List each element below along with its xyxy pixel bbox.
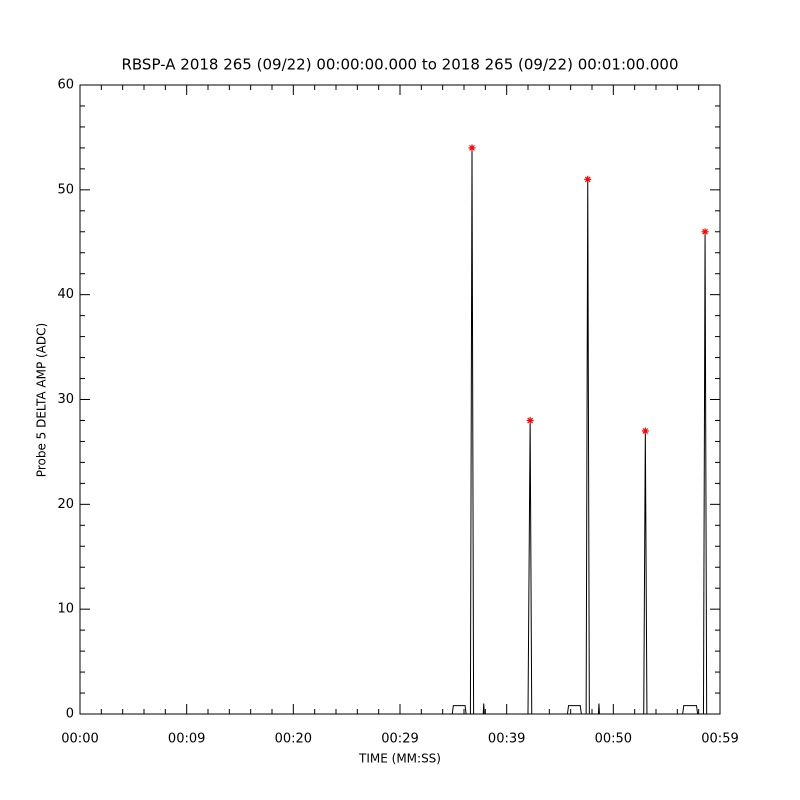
- x-tick-label: 00:09: [168, 732, 205, 747]
- asterisk-stroke: [527, 417, 534, 424]
- x-tick-label: 00:50: [595, 732, 632, 747]
- asterisk-stroke: [642, 428, 649, 434]
- asterisk-stroke: [584, 176, 591, 183]
- x-tick-label: 00:29: [381, 732, 418, 747]
- peak-marker: [526, 416, 534, 424]
- y-tick-label: 50: [57, 182, 74, 197]
- peak-marker: [701, 228, 709, 236]
- peak-marker: [584, 175, 592, 183]
- peak-marker: [468, 144, 476, 152]
- x-tick-label: 00:00: [61, 732, 98, 747]
- y-tick-label: 20: [57, 497, 74, 512]
- x-tick-label: 00:59: [701, 732, 738, 747]
- y-tick-label: 0: [66, 707, 74, 722]
- chart-title: RBSP-A 2018 265 (09/22) 00:00:00.000 to …: [121, 56, 678, 74]
- data-line: [80, 147, 716, 715]
- asterisk-stroke: [702, 228, 708, 235]
- y-tick-label: 10: [57, 602, 74, 617]
- asterisk-stroke: [469, 145, 475, 151]
- y-axis-label: Probe 5 DELTA AMP (ADC): [35, 323, 49, 477]
- y-tick-label: 40: [57, 287, 74, 302]
- x-tick-label: 00:20: [275, 732, 312, 747]
- x-axis-label: TIME (MM:SS): [358, 752, 441, 766]
- y-tick-label: 60: [57, 78, 74, 93]
- x-tick-label: 00:39: [488, 732, 525, 747]
- peak-marker: [641, 427, 649, 435]
- y-tick-label: 30: [57, 392, 74, 407]
